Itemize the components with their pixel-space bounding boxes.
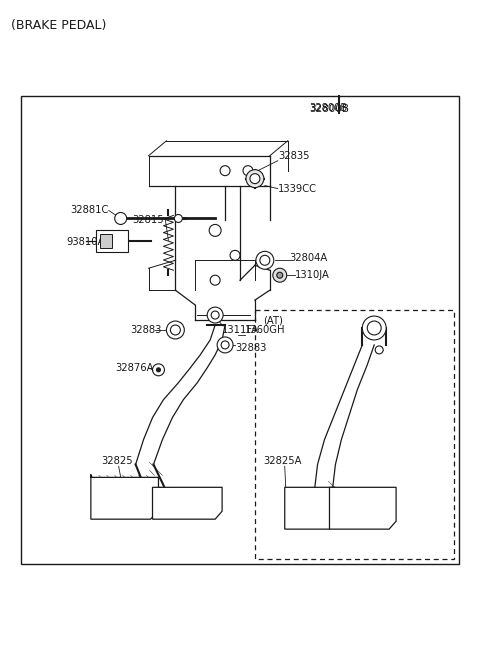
Circle shape [115,212,127,225]
Circle shape [220,166,230,176]
Circle shape [217,337,233,353]
Circle shape [273,269,287,282]
Text: 32825: 32825 [101,457,132,466]
Circle shape [221,341,229,349]
Text: 32835: 32835 [278,151,309,160]
Text: (AT): (AT) [263,315,283,325]
Text: 32876A: 32876A [116,363,154,373]
Text: 93810A: 93810A [66,237,104,248]
Circle shape [256,252,274,269]
Circle shape [362,316,386,340]
Text: 32825A: 32825A [263,457,301,466]
Text: 32881C: 32881C [71,206,109,215]
Circle shape [260,255,270,265]
Text: 32800B: 32800B [310,103,348,113]
Polygon shape [285,487,336,529]
Circle shape [246,170,264,187]
Circle shape [174,214,182,223]
Circle shape [277,272,283,278]
Text: 1311FA: 1311FA [222,325,259,335]
Bar [96,231,128,252]
Circle shape [250,174,260,183]
Text: (BRAKE PEDAL): (BRAKE PEDAL) [12,19,107,32]
Text: 1310JA: 1310JA [295,271,330,280]
Polygon shape [153,487,222,519]
Text: 32815: 32815 [132,215,164,225]
Bar [21,96,459,564]
Text: 32883: 32883 [235,343,266,353]
Text: 1360GH: 1360GH [245,325,286,335]
Circle shape [375,346,383,354]
Circle shape [210,275,220,285]
Circle shape [211,311,219,319]
Circle shape [153,364,165,376]
Bar [255,310,454,559]
Circle shape [156,368,160,372]
Circle shape [207,307,223,323]
Polygon shape [91,474,158,519]
Circle shape [170,325,180,335]
Circle shape [230,250,240,260]
Polygon shape [329,487,396,529]
Text: 32800B: 32800B [310,104,349,114]
Text: 1339CC: 1339CC [278,183,317,194]
Circle shape [209,225,221,236]
Text: 32883: 32883 [131,325,162,335]
Bar [100,234,112,248]
Circle shape [167,321,184,339]
Text: 32804A: 32804A [290,253,328,263]
Circle shape [367,321,381,335]
Circle shape [243,166,253,176]
